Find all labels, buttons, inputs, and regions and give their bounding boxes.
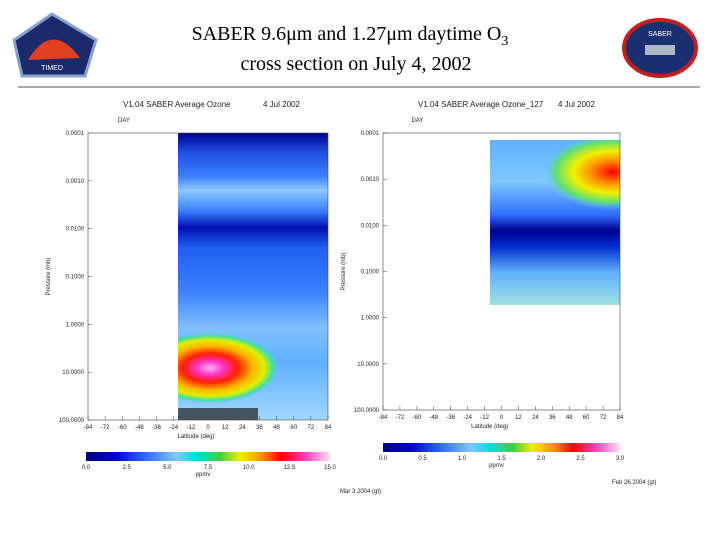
colorbar-tick-label: 1.5 <box>497 456 506 462</box>
x-tick-label: 24 <box>532 415 539 421</box>
y-tick-label: 0.0100 <box>66 227 85 233</box>
colorbar-tick-label: 2.5 <box>576 456 585 462</box>
y-tick-label: 100.0000 <box>354 408 380 414</box>
x-axis-label: Latitude (deg) <box>471 424 508 430</box>
x-tick-label: -36 <box>152 425 161 431</box>
logo-left: TIMED <box>12 12 98 78</box>
y-tick-label: 10.0000 <box>357 362 379 368</box>
x-tick-label: 48 <box>273 425 280 431</box>
x-tick-label: -60 <box>413 415 422 421</box>
y-tick-label: 0.0010 <box>66 179 85 185</box>
colorbar-tick-label: 7.5 <box>204 465 213 471</box>
y-tick-label: 100.0000 <box>59 418 85 424</box>
colorbar-tick-label: 2.5 <box>122 465 131 471</box>
x-axis-label: Latitude (deg) <box>177 434 214 440</box>
colorbar-unit: ppmv <box>196 472 211 478</box>
logo-right: SABER <box>622 18 698 78</box>
footer-note: Mar 3 2004 (gt) <box>340 489 381 495</box>
colorbar-unit: ppmv <box>489 463 504 469</box>
contour-field <box>178 133 328 420</box>
footer-note: Feb 26 2004 (gt) <box>612 480 656 486</box>
panel-title: V1.04 SABER Average Ozone_127 <box>418 100 544 109</box>
y-axis-label: Pressure (mb) <box>341 252 347 290</box>
x-tick-label: -24 <box>169 425 178 431</box>
x-tick-label: 72 <box>308 425 315 431</box>
x-tick-label: -48 <box>135 425 144 431</box>
panel-title: V1.04 SABER Average Ozone <box>123 100 231 109</box>
colorbar-tick-label: 0.0 <box>82 465 91 471</box>
colorbar-tick-label: 0.5 <box>418 456 427 462</box>
y-axis-label: Pressure (mb) <box>46 257 52 295</box>
title: cross section on July 4, 2002 <box>240 53 471 75</box>
colorbar-tick-label: 10.0 <box>243 465 255 471</box>
x-tick-label: 48 <box>566 415 573 421</box>
x-tick-label: 24 <box>239 425 246 431</box>
x-tick-label: -60 <box>118 425 127 431</box>
colorbar-tick-label: 15.0 <box>324 465 336 471</box>
x-tick-label: 12 <box>222 425 229 431</box>
x-tick-label: -72 <box>396 415 405 421</box>
panel-date: 4 Jul 2002 <box>263 100 300 109</box>
y-tick-label: 0.0010 <box>361 177 380 183</box>
x-tick-label: -84 <box>379 415 388 421</box>
x-tick-label: 84 <box>617 415 624 421</box>
colorbar <box>86 452 330 461</box>
logo-text: SABER <box>648 31 672 38</box>
y-tick-label: 0.0001 <box>66 131 85 137</box>
x-tick-label: 60 <box>290 425 297 431</box>
title: SABER 9.6μm and 1.27μm daytime O3 <box>192 23 509 49</box>
x-tick-label: -84 <box>84 425 93 431</box>
x-tick-label: 0 <box>206 425 210 431</box>
title-text: SABER 9.6μm and 1.27μm daytime O <box>192 23 502 45</box>
colorbar-tick-label: 1.0 <box>458 456 467 462</box>
colorbar <box>383 443 620 452</box>
contour-field <box>490 140 620 305</box>
x-tick-label: -72 <box>101 425 110 431</box>
y-tick-label: 1.0000 <box>66 322 85 328</box>
x-tick-label: 72 <box>600 415 607 421</box>
y-tick-label: 0.0001 <box>361 131 380 137</box>
logo-text: TIMED <box>41 65 63 72</box>
x-tick-label: 0 <box>500 415 504 421</box>
x-tick-label: 12 <box>515 415 522 421</box>
y-tick-label: 0.1000 <box>66 275 85 281</box>
x-tick-label: 36 <box>256 425 263 431</box>
x-tick-label: 36 <box>549 415 556 421</box>
y-tick-label: 0.1000 <box>361 270 380 276</box>
y-tick-label: 0.0100 <box>361 223 380 229</box>
panel-date: 4 Jul 2002 <box>558 100 595 109</box>
x-tick-label: 84 <box>325 425 332 431</box>
x-tick-label: -12 <box>480 415 489 421</box>
x-tick-label: 60 <box>583 415 590 421</box>
colorbar-tick-label: 12.5 <box>283 465 295 471</box>
top-label: DAY <box>118 118 130 124</box>
x-tick-label: -36 <box>446 415 455 421</box>
x-tick-label: -24 <box>463 415 472 421</box>
x-tick-label: -48 <box>429 415 438 421</box>
colorbar-tick-label: 0.0 <box>379 456 388 462</box>
y-tick-label: 10.0000 <box>62 370 84 376</box>
y-tick-label: 1.0000 <box>361 316 380 322</box>
x-tick-label: -12 <box>187 425 196 431</box>
colorbar-tick-label: 3.0 <box>616 456 625 462</box>
top-label: DAY <box>412 118 424 124</box>
colorbar-tick-label: 2.0 <box>537 456 546 462</box>
colorbar-tick-label: 5.0 <box>163 465 172 471</box>
title-subscript: 3 <box>501 34 508 49</box>
